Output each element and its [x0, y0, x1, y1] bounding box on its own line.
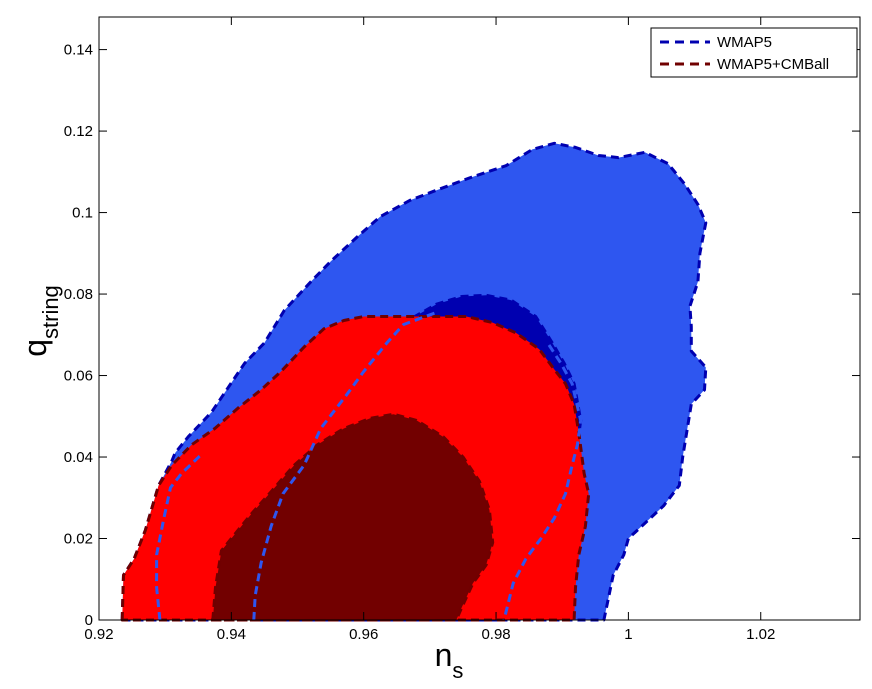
y-axis-title: qstring [17, 285, 63, 357]
y-tick-label: 0.14 [64, 42, 93, 59]
y-axis-title-subscript: string [38, 285, 63, 339]
contour-wmap5-cmball-68pct [211, 412, 495, 622]
x-tick-label: 1.02 [746, 626, 775, 643]
dashed-contour-wmap5-2 [502, 344, 583, 621]
legend-label-wmap5: WMAP5 [717, 34, 772, 51]
x-axis-title-subscript: s [452, 658, 463, 683]
legend-box [650, 27, 858, 78]
contour-layer [120, 141, 708, 622]
y-tick-label: 0.1 [72, 205, 93, 222]
x-axis-title-main: n [435, 637, 453, 673]
y-tick-label: 0.02 [64, 531, 93, 548]
x-axis-ticks: 0.92 0.94 0.96 0.98 1 1.02 [84, 17, 775, 643]
dashed-contour-layer [155, 310, 583, 621]
plot-area-frame [98, 16, 861, 621]
legend: WMAP5 WMAP5+CMBall [650, 27, 858, 78]
x-tick-label: 0.94 [217, 626, 246, 643]
y-tick-label: 0.04 [64, 449, 93, 466]
y-tick-label: 0.08 [64, 286, 93, 303]
legend-label-wmap5-cmball: WMAP5+CMBall [717, 56, 829, 73]
y-tick-label: 0.12 [64, 123, 93, 140]
x-tick-label: 1 [624, 626, 632, 643]
x-tick-label: 0.92 [84, 626, 113, 643]
y-axis-ticks: 0 0.02 0.04 0.06 0.08 0.1 0.12 0.14 [64, 42, 860, 629]
dashed-contour-wmap5-1 [252, 310, 438, 621]
x-axis-title: ns [435, 637, 464, 683]
y-axis-title-main: q [17, 339, 53, 357]
x-tick-label: 0.96 [349, 626, 378, 643]
y-tick-label: 0 [85, 612, 93, 629]
dashed-contour-wmap5-0 [155, 451, 204, 621]
y-tick-label: 0.06 [64, 368, 93, 385]
x-tick-label: 0.98 [481, 626, 510, 643]
